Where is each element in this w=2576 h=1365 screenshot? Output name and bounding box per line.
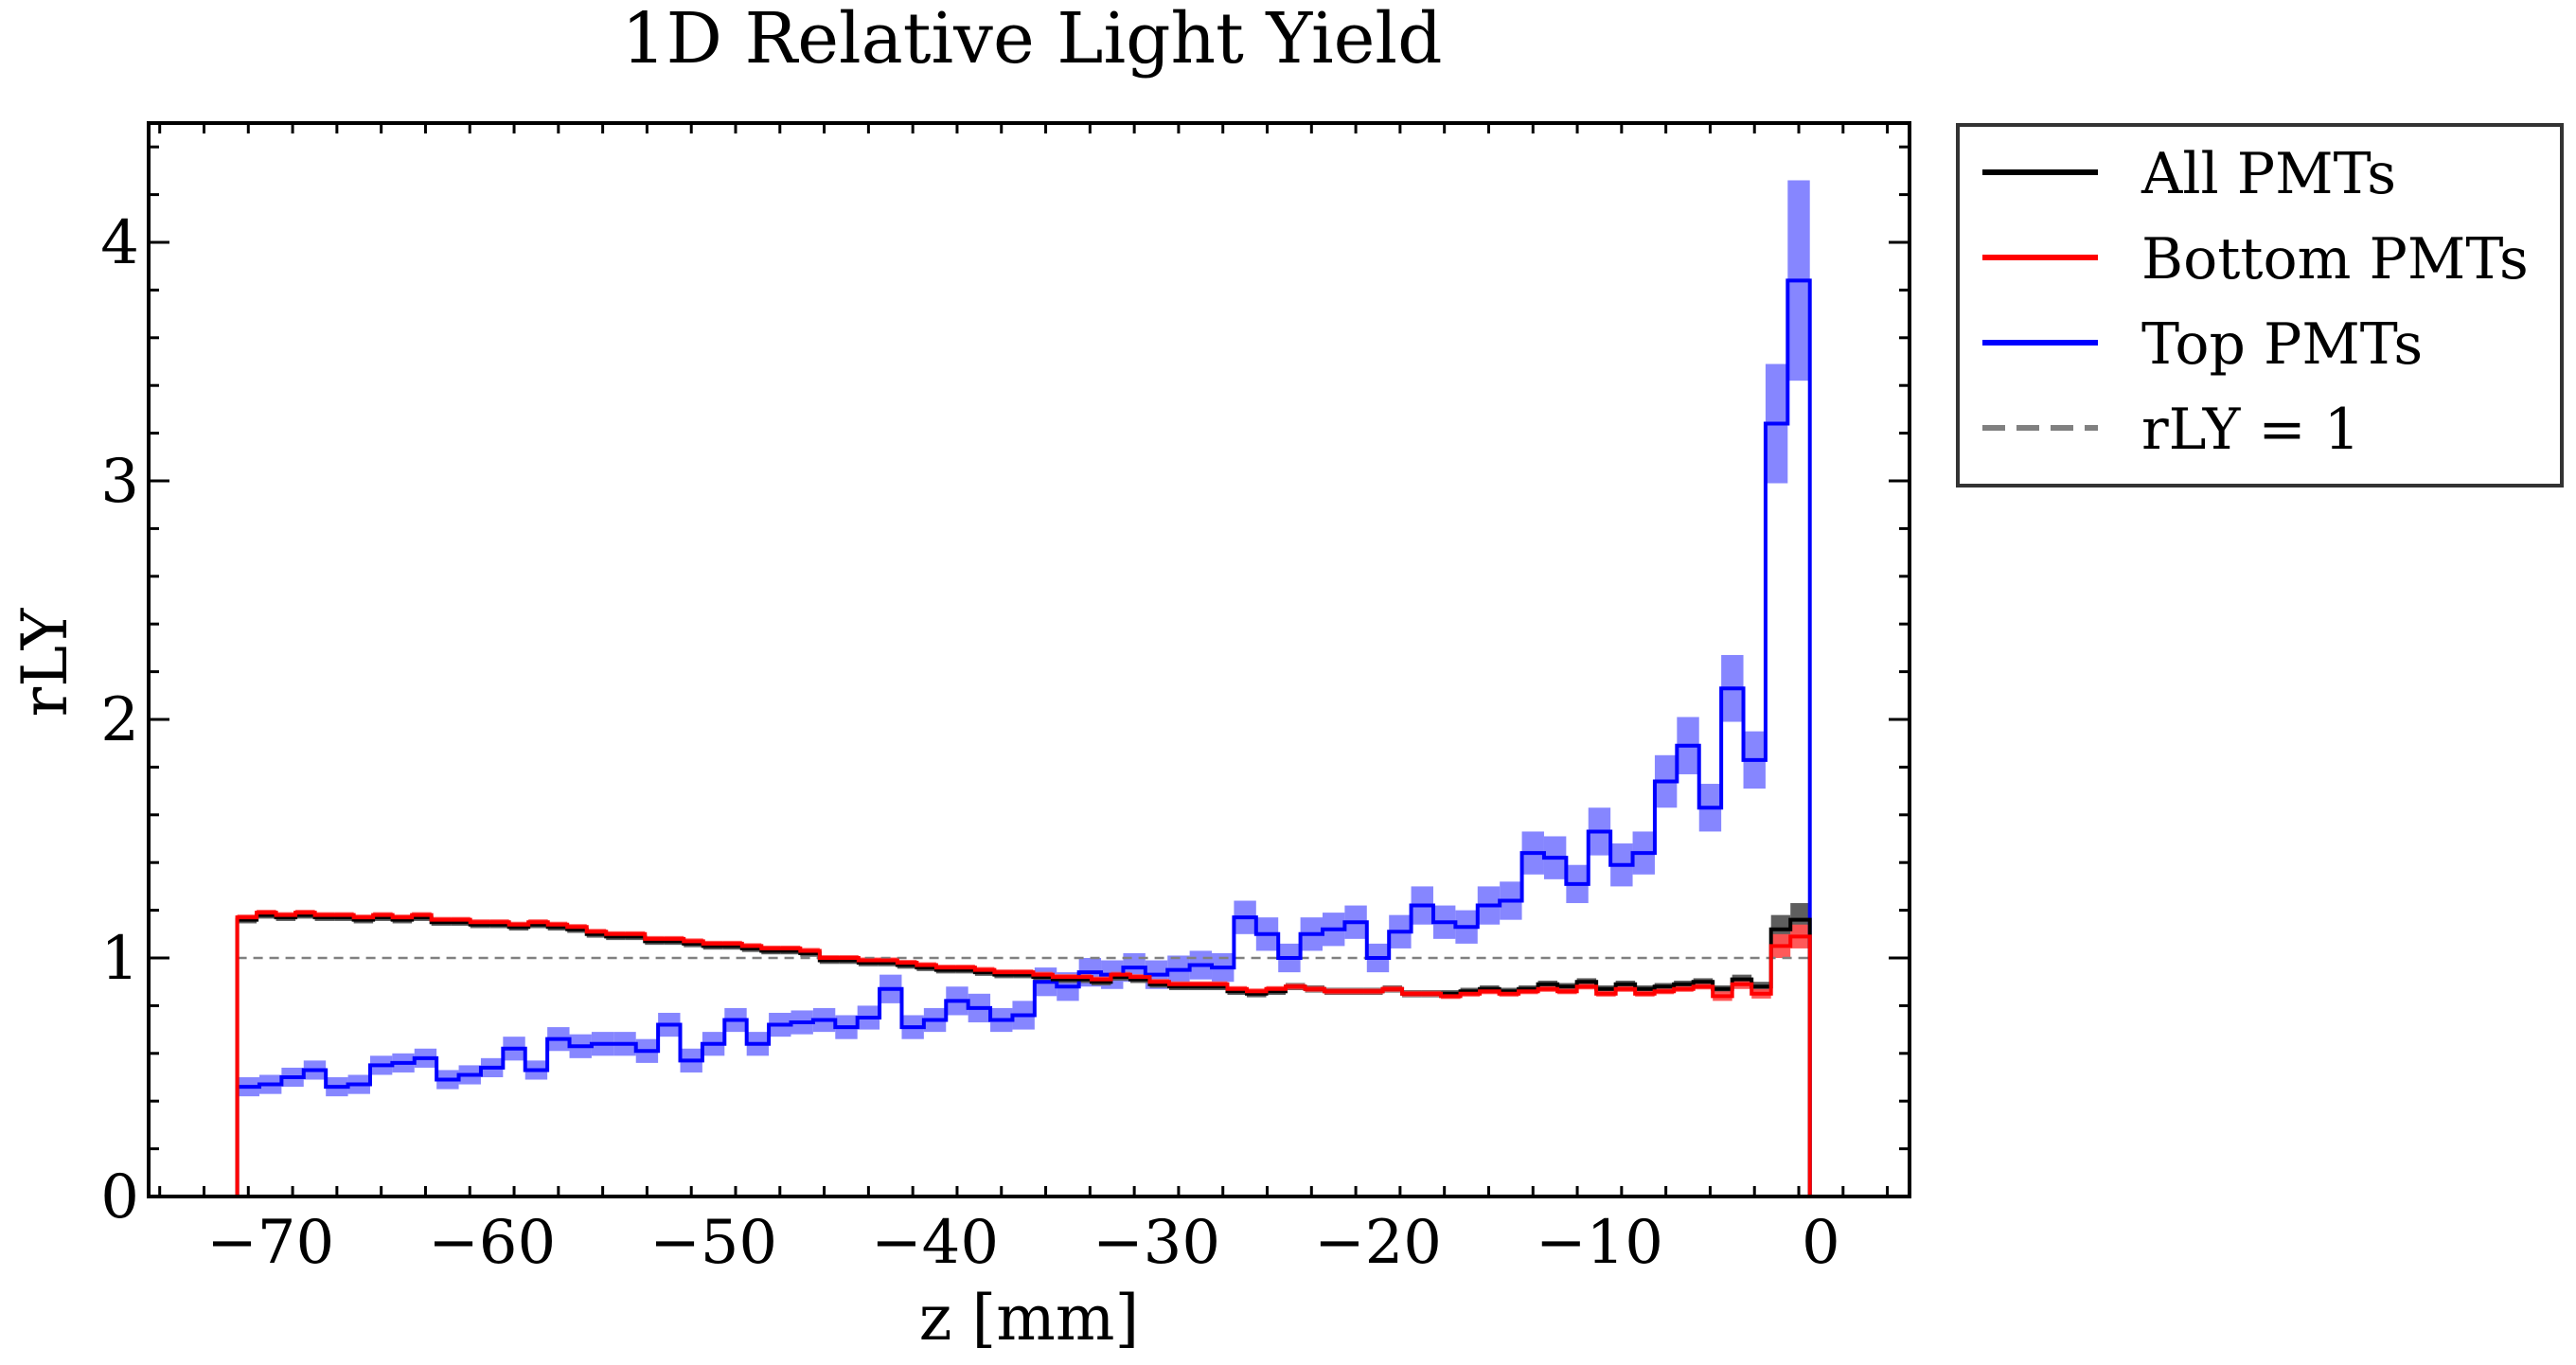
legend-label-reference: rLY = 1: [2141, 397, 2360, 463]
series-lines: [235, 278, 1812, 1197]
y-tick-label: 2: [100, 685, 139, 755]
x-tick-label: 0: [1802, 1208, 1840, 1278]
series-line-all-pmts: [235, 913, 1812, 1197]
legend-label-top-pmts: Top PMTs: [2141, 311, 2423, 378]
x-tick-label: −40: [871, 1208, 999, 1278]
x-tick-label: −60: [428, 1208, 556, 1278]
tick-labels: −70 −60 −50 −40 −30 −20 −10 0 0 1 2 3 4: [100, 208, 1839, 1278]
legend-label-all-pmts: All PMTs: [2141, 141, 2396, 207]
legend: All PMTs Bottom PMTs Top PMTs rLY = 1: [1956, 123, 2564, 488]
y-tick-label: 4: [100, 208, 139, 278]
x-tick-label: −50: [649, 1208, 777, 1278]
x-tick-label: −20: [1314, 1208, 1442, 1278]
x-tick-label: −10: [1536, 1208, 1663, 1278]
x-axis-label: z [mm]: [919, 1282, 1139, 1355]
x-tick-label: −30: [1093, 1208, 1220, 1278]
y-tick-label: 0: [100, 1162, 139, 1232]
series-line-bottom-pmts: [235, 911, 1812, 1197]
series-line-top-pmts: [235, 278, 1812, 1197]
x-tick-label: −70: [206, 1208, 334, 1278]
axis-ticks: [149, 123, 1910, 1198]
legend-label-bottom-pmts: Bottom PMTs: [2141, 226, 2529, 292]
chart-title: 1D Relative Light Yield: [622, 0, 1443, 80]
plot-frame: [147, 121, 1911, 1198]
legend-box: [1956, 123, 2564, 488]
y-tick-label: 1: [100, 924, 139, 994]
y-axis-label: rLY: [9, 607, 81, 717]
y-tick-label: 3: [100, 447, 139, 517]
